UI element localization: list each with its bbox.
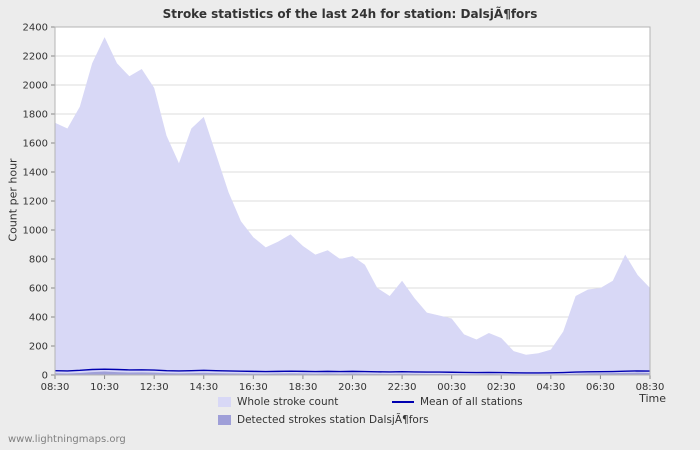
x-tick-label: 14:30 — [189, 382, 218, 393]
legend-label: Detected strokes station DalsjÃ¶fors — [237, 414, 429, 426]
whole-stroke-count-swatch — [218, 397, 231, 407]
detected-strokes-swatch — [218, 415, 231, 425]
y-tick-label: 2400 — [23, 23, 48, 34]
x-tick-label: 08:30 — [636, 382, 665, 393]
y-tick-label: 1200 — [23, 197, 48, 208]
whole-stroke-count-area — [55, 37, 650, 376]
x-tick-label: 02:30 — [487, 382, 516, 393]
x-tick-label: 06:30 — [586, 382, 615, 393]
mean-of-all-stations-swatch — [392, 401, 414, 403]
legend-label: Whole stroke count — [237, 396, 339, 408]
x-tick-label: 12:30 — [140, 382, 169, 393]
x-tick-label: 10:30 — [90, 382, 119, 393]
x-tick-label: 00:30 — [437, 382, 466, 393]
y-tick-label: 1800 — [23, 110, 48, 121]
y-tick-label: 0 — [42, 371, 48, 382]
y-tick-label: 400 — [29, 313, 48, 324]
y-tick-label: 2000 — [23, 81, 48, 92]
y-tick-label: 1600 — [23, 139, 48, 150]
legend-label: Mean of all stations — [420, 396, 523, 408]
y-tick-label: 1000 — [23, 226, 48, 237]
x-tick-label: 20:30 — [338, 382, 367, 393]
y-tick-label: 600 — [29, 284, 48, 295]
x-tick-label: 16:30 — [239, 382, 268, 393]
y-tick-label: 1400 — [23, 168, 48, 179]
y-tick-label: 800 — [29, 255, 48, 266]
mean-of-all-stations-line — [54, 368, 651, 374]
plot-frame — [54, 26, 651, 376]
watermark-link: www.lightningmaps.org — [8, 434, 126, 445]
legend-item-whole-stroke-count: Whole stroke count — [218, 396, 338, 408]
y-tick-label: 200 — [29, 342, 48, 353]
y-tick-label: 2200 — [23, 52, 48, 63]
detected-strokes-station-dalsjofors-area — [55, 371, 650, 375]
x-axis-label: Time — [639, 392, 666, 405]
legend-item-detected-strokes: Detected strokes station DalsjÃ¶fors — [218, 414, 429, 426]
chart-title: Stroke statistics of the last 24h for st… — [162, 7, 538, 21]
x-tick-label: 04:30 — [536, 382, 565, 393]
x-tick-label: 18:30 — [289, 382, 318, 393]
x-tick-label: 08:30 — [41, 382, 70, 393]
y-axis-label: Count per hour — [6, 158, 20, 242]
x-tick-label: 22:30 — [388, 382, 417, 393]
legend-item-mean-of-all-stations: Mean of all stations — [392, 396, 523, 408]
